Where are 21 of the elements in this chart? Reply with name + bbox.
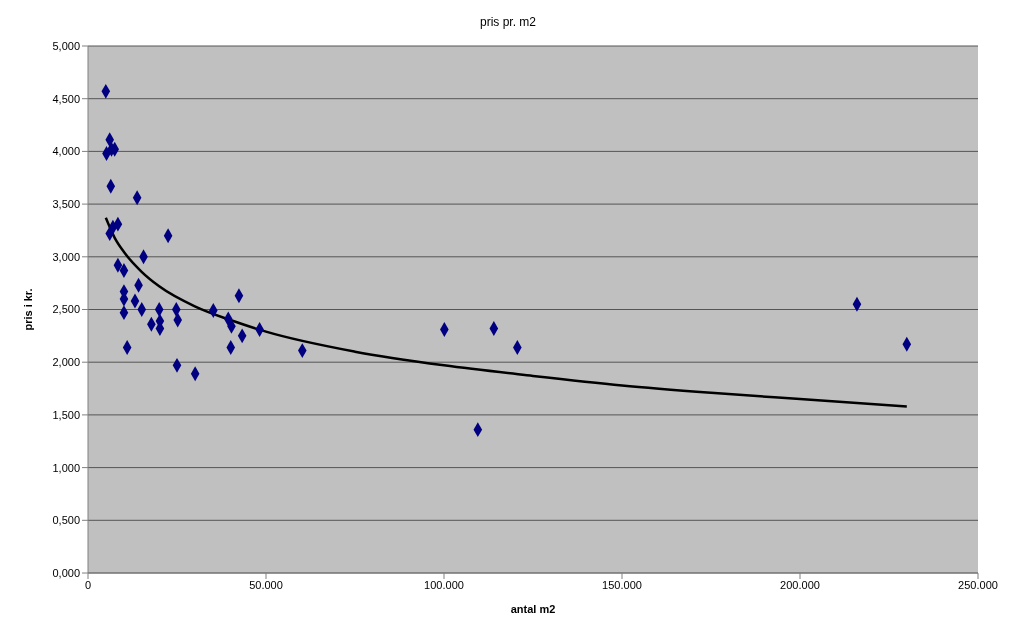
- y-tick-label: 5,000: [52, 39, 80, 52]
- chart-title: pris pr. m2: [479, 14, 537, 31]
- y-tick-label: 4,000: [52, 145, 80, 158]
- x-tick-label: 100.000: [424, 578, 464, 591]
- y-tick-label: 1,500: [52, 408, 80, 421]
- y-tick-label: 2,500: [52, 303, 80, 316]
- y-tick-label: 3,500: [52, 198, 80, 211]
- y-tick-label: 1,000: [52, 461, 80, 474]
- x-tick-label: 200.000: [780, 578, 820, 591]
- y-tick-label: 0,500: [52, 514, 80, 527]
- x-tick-label: 50.000: [249, 578, 283, 591]
- y-tick-label: 0,000: [52, 566, 80, 579]
- x-tick-label: 250.000: [958, 578, 998, 591]
- y-axis-title: pris i kr.: [21, 288, 34, 331]
- y-tick-label: 2,000: [52, 356, 80, 369]
- x-tick-label: 150.000: [602, 578, 642, 591]
- x-tick-label: 0: [84, 578, 92, 591]
- line-series: [104, 216, 909, 408]
- x-axis-title: antal m2: [510, 603, 556, 615]
- y-tick-label: 3,000: [52, 250, 80, 263]
- y-tick-label: 4,500: [52, 92, 80, 105]
